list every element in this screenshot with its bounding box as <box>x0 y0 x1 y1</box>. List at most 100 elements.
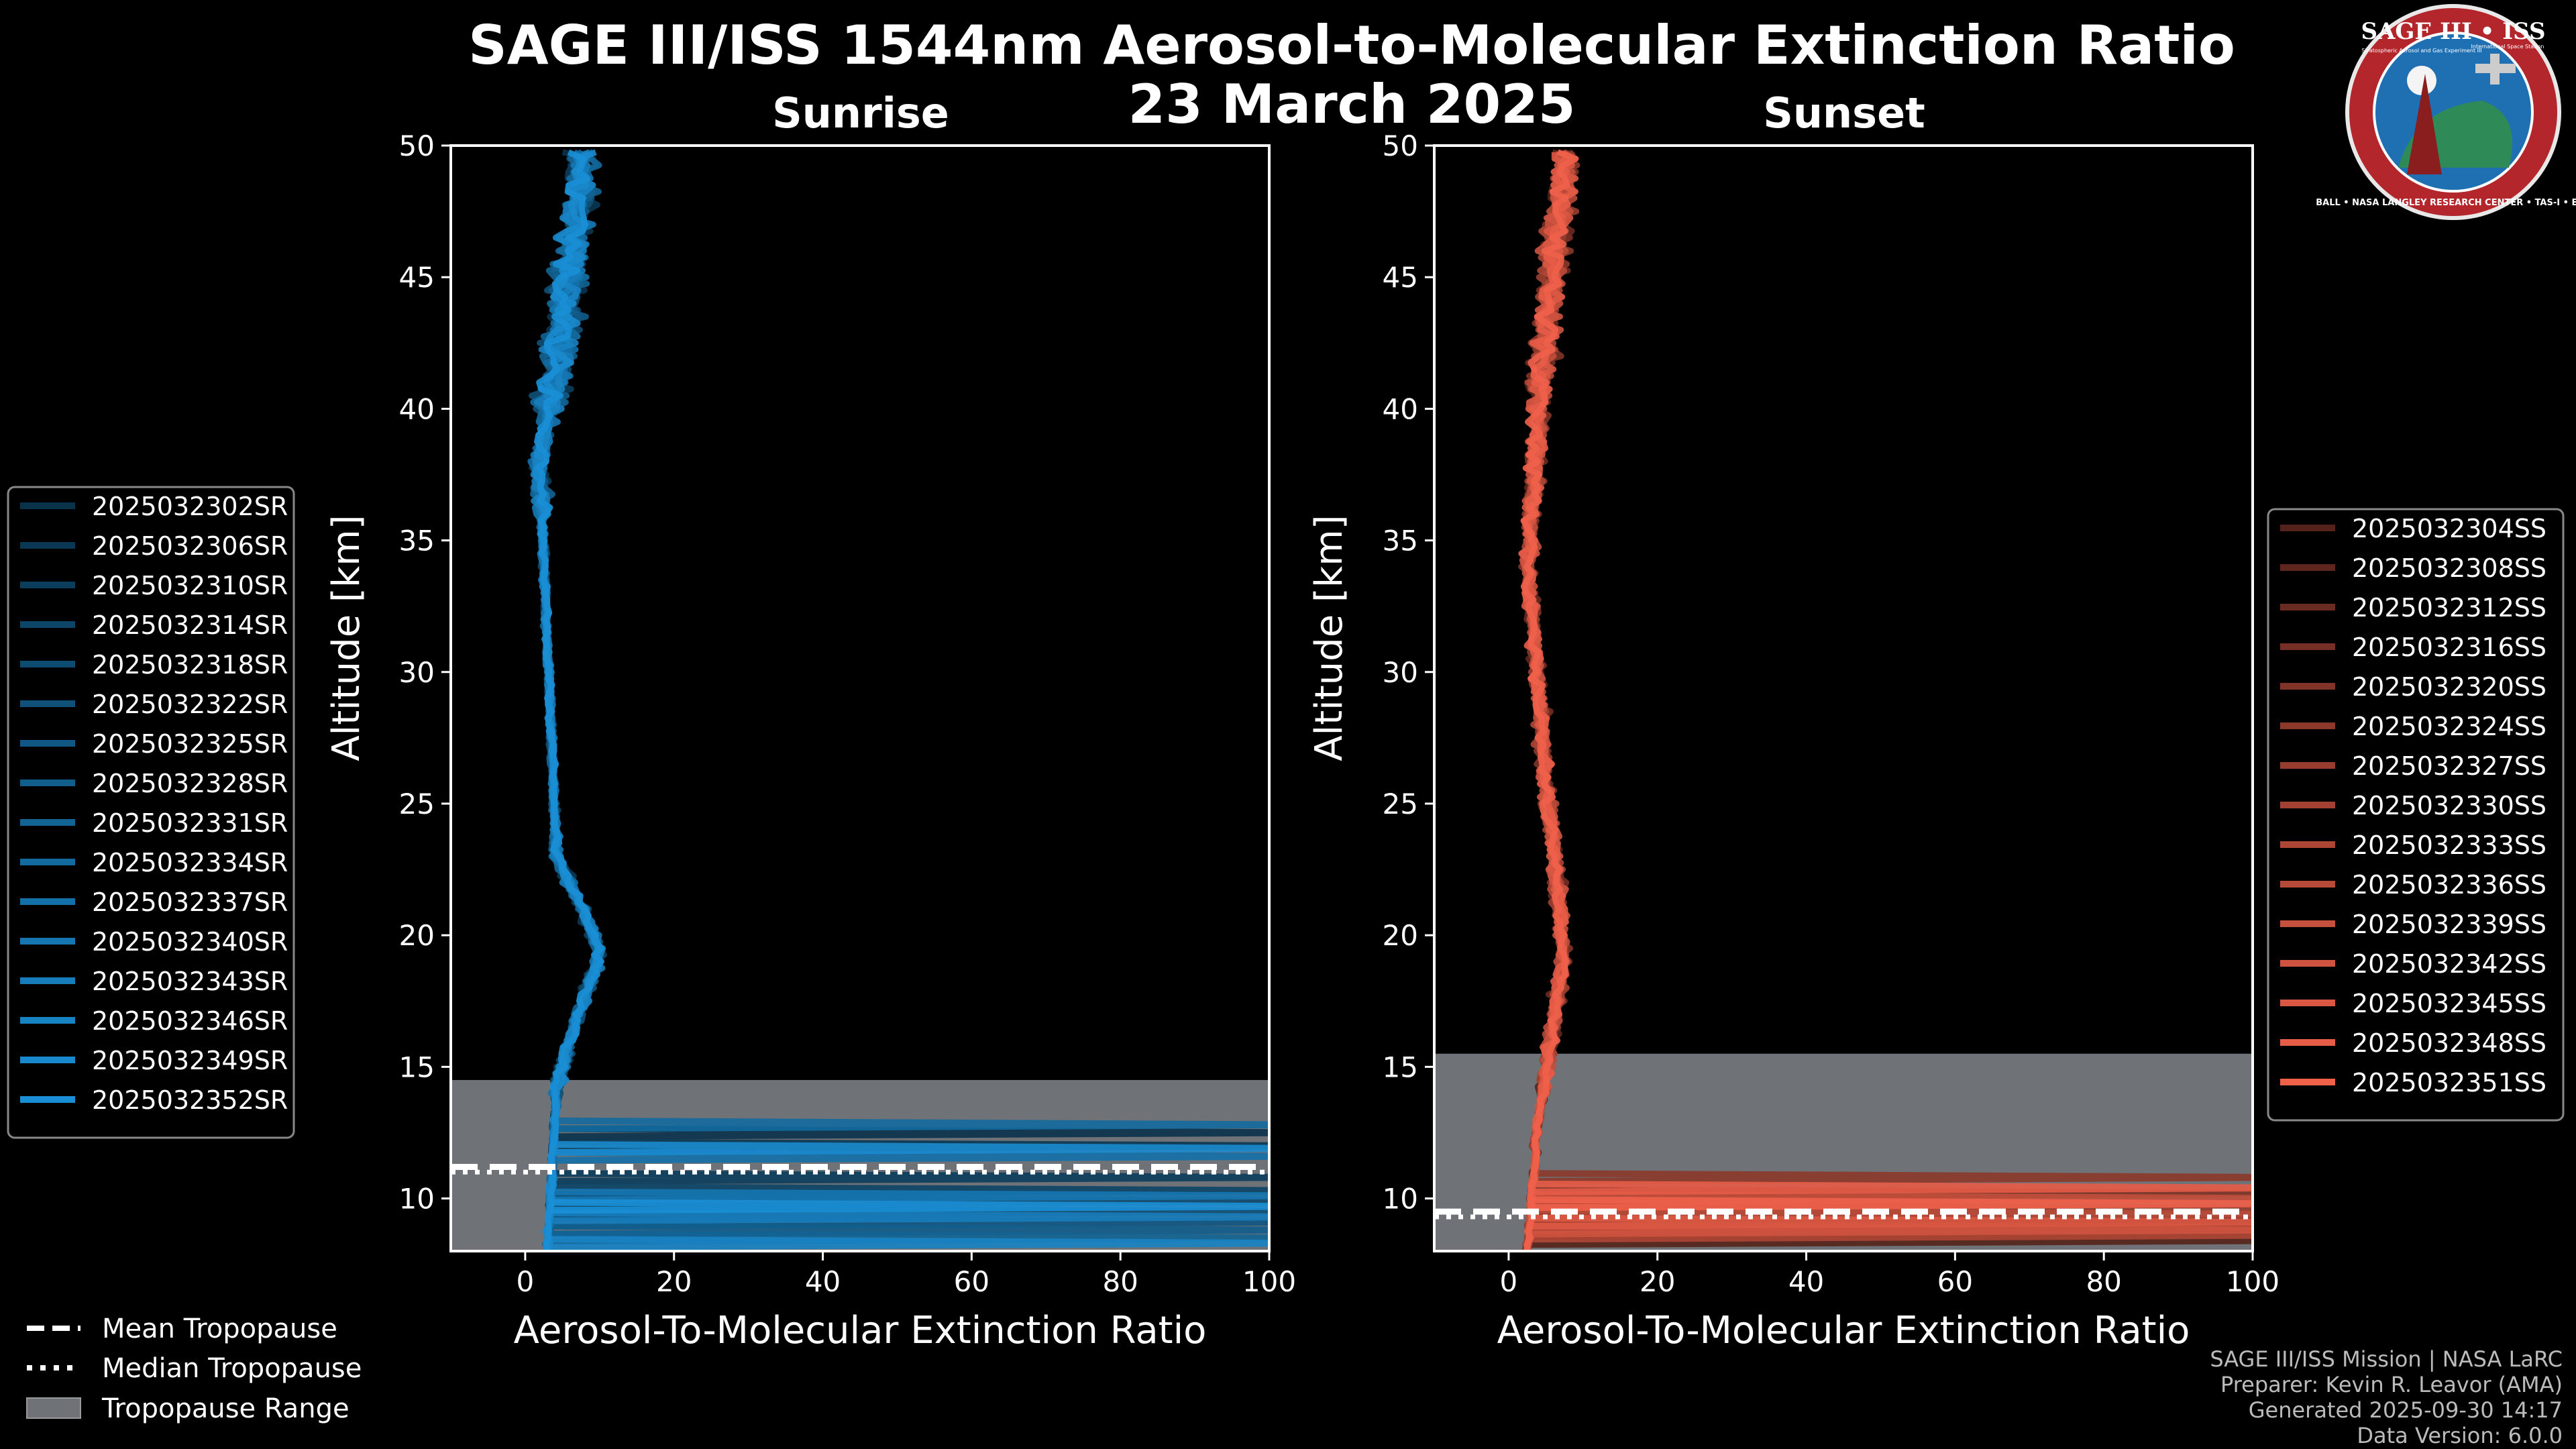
y-tick-label: 35 <box>399 525 435 557</box>
legend-label: 2025032308SS <box>2352 553 2546 583</box>
mean-tropopause-legend-label: Mean Tropopause <box>102 1313 337 1344</box>
profile-spike-2025032343SR <box>549 1210 1269 1224</box>
profile-spike-2025032352SR <box>549 1199 1269 1214</box>
legend-label: 2025032333SS <box>2352 830 2546 860</box>
legend-label: 2025032345SS <box>2352 989 2546 1018</box>
footer-generated: Generated 2025-09-30 14:17 <box>2249 1397 2563 1423</box>
legend-label: 2025032327SS <box>2352 751 2546 781</box>
sunrise-panel: 0 20 40 60 80 100 10 15 20 25 30 35 40 45 50 Sunrise Aer… <box>325 89 1296 1352</box>
legend-label: 2025032325SR <box>92 729 288 759</box>
footer-credits: SAGE III/ISS Mission | NASA LaRC Prepare… <box>2210 1346 2563 1448</box>
y-tick-label: 10 <box>399 1183 435 1216</box>
x-tick-label: 60 <box>954 1265 989 1298</box>
legend-label: 2025032334SR <box>92 848 288 877</box>
sage-iss-mission-logo: SAGE III • ISS Stratospheric Aerosol and… <box>2316 4 2576 220</box>
y-tick-label: 25 <box>399 788 435 820</box>
y-tick-label: 45 <box>1383 261 1418 294</box>
sunset-legend: 2025032304SS 2025032308SS 2025032312SS 2025… <box>2267 508 2565 1122</box>
y-tick-label: 45 <box>399 261 435 294</box>
y-tick-label: 20 <box>1383 919 1418 952</box>
axes-frame <box>449 144 1271 1252</box>
legend-label: 2025032318SR <box>92 650 288 680</box>
legend-label: 2025032337SR <box>92 888 288 917</box>
panel-title: Sunset <box>1763 89 1925 138</box>
logo-sun-icon <box>2407 66 2436 95</box>
x-tick-label: 20 <box>656 1265 692 1298</box>
y-axis-label: Altitude [km] <box>1307 515 1351 761</box>
footer-preparer: Preparer: Kevin R. Leavor (AMA) <box>2220 1372 2563 1397</box>
legend-label: 2025032352SR <box>92 1085 288 1115</box>
y-tick-label: 35 <box>1383 525 1418 557</box>
legend-label: 2025032312SS <box>2352 593 2546 623</box>
logo-ring-text: BALL • NASA LANGLEY RESEARCH CENTER • TA… <box>2316 198 2576 208</box>
logo-figure-icon <box>2407 74 2442 174</box>
footer-data-version: Data Version: 6.0.0 <box>2357 1423 2563 1448</box>
profile-spike-2025032334SR <box>554 1117 1269 1132</box>
legend-label: 2025032328SR <box>92 769 288 798</box>
x-tick-label: 0 <box>517 1265 535 1298</box>
profile-spike-2025032324SS <box>1533 1170 2253 1185</box>
x-tick-label: 80 <box>2086 1265 2121 1298</box>
logo-iss-caption: International Space Station <box>2471 44 2544 50</box>
legend-label: 2025032310SR <box>92 571 288 600</box>
profile-spike-2025032349SR <box>553 1141 1269 1156</box>
profile-lines <box>1518 149 2253 1251</box>
x-tick-label: 100 <box>1242 1265 1296 1298</box>
y-tick-label: 30 <box>1383 656 1418 689</box>
profile-spike-2025032340SR <box>550 1188 1269 1203</box>
x-tick-label: 60 <box>1937 1265 1973 1298</box>
y-tick-label: 50 <box>1383 129 1418 162</box>
figure-date: 23 March 2025 <box>1128 73 1575 136</box>
x-tick-label: 40 <box>805 1265 841 1298</box>
legend-label: 2025032322SR <box>92 690 288 719</box>
tropopause-range-legend-label: Tropopause Range <box>101 1393 350 1424</box>
legend-label: 2025032316SS <box>2352 633 2546 662</box>
median-tropopause-legend-label: Median Tropopause <box>102 1353 362 1384</box>
legend-label: 2025032348SS <box>2352 1028 2546 1058</box>
profile-spike-2025032310SR <box>551 1170 1269 1185</box>
y-axis-label: Altitude [km] <box>325 515 368 761</box>
x-tick-label: 20 <box>1640 1265 1675 1298</box>
profile-spike-2025032345SS <box>1529 1214 2253 1230</box>
tropopause-legend: Mean Tropopause Median Tropopause Tropop… <box>26 1313 362 1424</box>
y-tick-label: 50 <box>399 129 435 162</box>
legend-label: 2025032343SR <box>92 967 288 996</box>
legend-label: 2025032320SS <box>2352 672 2546 702</box>
x-axis-label: Aerosol-To-Molecular Extinction Ratio <box>514 1309 1207 1352</box>
y-tick-label: 40 <box>1383 392 1418 425</box>
legend-label: 2025032331SR <box>92 808 288 838</box>
legend-label: 2025032330SS <box>2352 791 2546 820</box>
x-axis-label: Aerosol-To-Molecular Extinction Ratio <box>1497 1309 2190 1352</box>
profile-spike-2025032351SS <box>1531 1196 2253 1212</box>
legend-label: 2025032314SR <box>92 610 288 640</box>
profile-spike-2025032348SS <box>1532 1180 2253 1195</box>
legend-box <box>2267 508 2565 1122</box>
sunrise-legend: 2025032302SR 2025032306SR 2025032310SR 2025… <box>7 486 295 1139</box>
legend-label: 2025032336SS <box>2352 870 2546 900</box>
sunset-panel: 0 20 40 60 80 100 10 15 20 25 30 35 40 45 50 Sunset Aero… <box>1307 89 2279 1352</box>
legend-label: 2025032340SR <box>92 927 288 957</box>
legend-label: 2025032306SR <box>92 531 288 561</box>
y-tick-label: 40 <box>399 392 435 425</box>
legend-label: 2025032342SS <box>2352 949 2546 979</box>
legend-label: 2025032349SR <box>92 1046 288 1075</box>
legend-box <box>7 486 295 1139</box>
y-tick-label: 15 <box>399 1051 435 1083</box>
x-tick-label: 0 <box>1500 1265 1518 1298</box>
footer-mission: SAGE III/ISS Mission | NASA LaRC <box>2210 1346 2563 1372</box>
profile-spike-2025032346SR <box>547 1236 1269 1251</box>
legend-label: 2025032304SS <box>2352 514 2546 543</box>
tropopause-range-legend-patch <box>26 1397 81 1419</box>
y-tick-label: 20 <box>399 919 435 952</box>
profile-line-2025032352SR <box>534 149 604 1251</box>
y-tick-label: 15 <box>1383 1051 1418 1083</box>
y-tick-label: 25 <box>1383 788 1418 820</box>
logo-title: SAGE III • ISS <box>2361 18 2545 45</box>
x-tick-label: 100 <box>2226 1265 2279 1298</box>
profile-line-2025032351SS <box>1520 149 1579 1251</box>
x-tick-label: 80 <box>1102 1265 1138 1298</box>
x-tick-label: 40 <box>1788 1265 1824 1298</box>
profile-lines <box>527 149 1269 1251</box>
y-tick-label: 30 <box>399 656 435 689</box>
